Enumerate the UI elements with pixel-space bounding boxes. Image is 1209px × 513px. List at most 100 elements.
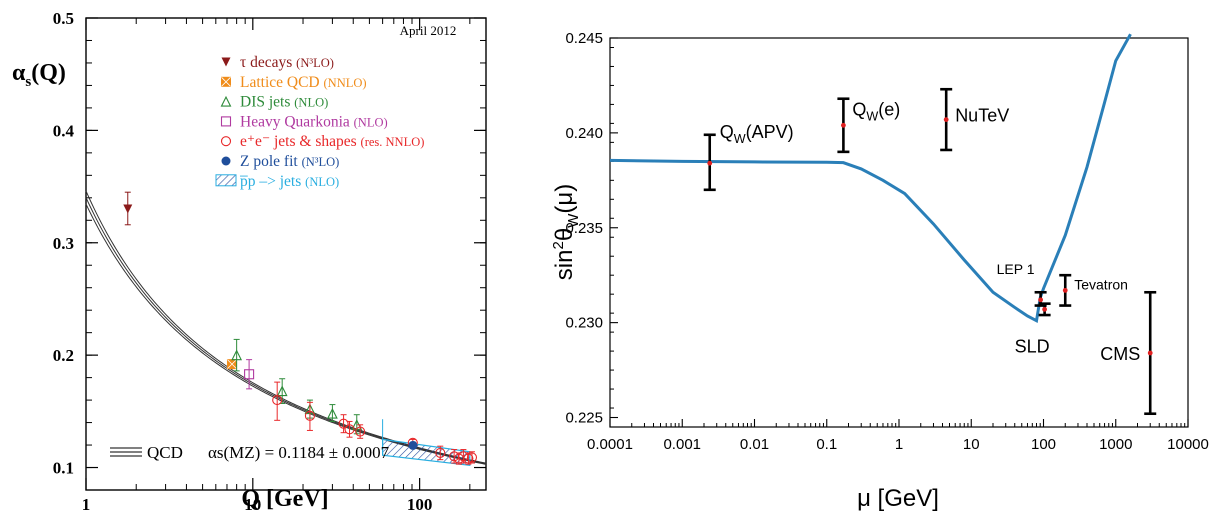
measurement-point [1147, 350, 1153, 356]
legend-label: Z pole fit (N³LO) [240, 153, 339, 170]
measurement: SLD [1015, 302, 1051, 356]
measurement: QW(APV) [703, 122, 794, 192]
quarkonia-marker [220, 116, 232, 127]
weinberg-frame [609, 37, 1189, 428]
legend-item: Heavy Quarkonia (NLO) [220, 113, 388, 130]
qcd-band-line [85, 203, 487, 465]
x-tick-label: 100 [1031, 436, 1056, 453]
weinberg-xlabel: μ [GeV] [857, 485, 939, 512]
tau-decay-marker [221, 57, 231, 67]
measurement-point [707, 160, 713, 166]
legend-label: τ decays (N³LO) [240, 54, 334, 71]
y-tick-label: 0.2 [53, 346, 74, 365]
alpha-s-xlabel: Q [GeV] [241, 486, 328, 512]
alpha-s-chart: April 2012 αs(Q) Q [GeV] 1 10 100 0.1 0.2 0.3… [12, 9, 487, 513]
date-annotation: April 2012 [400, 23, 457, 38]
measurement-label: QW(e) [852, 99, 900, 123]
legend-item: Lattice QCD (NNLO) [221, 74, 367, 91]
ee-jets-marker [304, 410, 315, 421]
ee-jets-marker [338, 418, 349, 429]
qcd-legend-formula: αs(MZ) = 0.1184 ± 0.0007 [208, 443, 390, 462]
measurement-label: QW(APV) [720, 122, 794, 146]
legend-hatch-swatch [215, 174, 237, 187]
measurement-label: SLD [1015, 336, 1050, 356]
qcd-band-line [85, 197, 487, 465]
alpha-s-frame [85, 17, 487, 491]
measurement-label: CMS [1100, 344, 1140, 364]
x-tick-label: 1 [895, 436, 903, 453]
legend-item: Z pole fit (N³LO) [221, 153, 339, 170]
x-tick-label: 10000 [1167, 436, 1209, 453]
legend-label: Lattice QCD (NNLO) [240, 74, 367, 91]
y-tick-label: 0.5 [53, 9, 74, 28]
qcd-legend: QCD αs(MZ) = 0.1184 ± 0.0007 [110, 443, 390, 462]
measurement-label: NuTeV [955, 106, 1009, 126]
x-tick-label: 10 [244, 495, 261, 513]
legend-suffix: (N³LO) [296, 56, 334, 70]
ee-jets-marker [220, 136, 232, 147]
ee-jets-marker [435, 447, 446, 458]
x-tick-label: 0.001 [663, 436, 701, 453]
x-tick-label: 1000 [1099, 436, 1132, 453]
measurement-label: Tevatron [1074, 276, 1128, 292]
legend-suffix: (NLO) [305, 175, 339, 189]
legend-label: Heavy Quarkonia (NLO) [240, 113, 388, 130]
measurement-point [840, 122, 846, 128]
label-rest: (APV) [746, 122, 794, 142]
legend-item: DIS jets (NLO) [220, 94, 328, 111]
measurement-point [1042, 306, 1048, 312]
legend-suffix: (NNLO) [324, 76, 367, 90]
label-subscript: W [866, 109, 878, 123]
x-tick-label: 0.01 [740, 436, 769, 453]
qcd-legend-label: QCD [147, 443, 183, 462]
y-tick-label: 0.3 [53, 234, 74, 253]
measurement: LEP 1 [997, 261, 1047, 307]
x-tick-label: 0.1 [816, 436, 837, 453]
dis-jets-marker [220, 95, 232, 107]
measurement-point [943, 117, 949, 122]
legend-label: p̅p –> jets (NLO) [240, 173, 339, 190]
dis-jets-marker [276, 385, 288, 397]
measurement-point [1038, 297, 1044, 303]
weinberg-angle-chart: sin2θW(μ) μ [GeV] 0.0001 0.001 0.01 0.1 1 10 1… [550, 30, 1209, 512]
legend-suffix: (N³LO) [302, 155, 340, 169]
z-pole-marker [221, 156, 231, 166]
dis-jets-marker [231, 349, 243, 361]
y-tick-label: 0.240 [565, 125, 603, 142]
measurement: NuTeV [940, 87, 1009, 152]
x-tick-label: 100 [407, 495, 433, 513]
ee-jets-marker [272, 395, 283, 406]
z-pole-marker [408, 440, 418, 450]
alpha-s-ylabel: αs(Q) [12, 60, 66, 90]
weinberg-ylabel: sin2θW(μ) [550, 184, 582, 280]
x-tick-label: 10 [963, 436, 980, 453]
measurement: Tevatron [1059, 273, 1128, 307]
legend-label: e⁺e⁻ jets & shapes (res. NNLO) [240, 133, 424, 150]
qcd-band-line [85, 190, 487, 464]
dis-jets-marker [327, 407, 338, 419]
lattice-marker-cross [221, 77, 231, 87]
legend-suffix: (NLO) [294, 96, 328, 110]
legend-label: DIS jets (NLO) [240, 94, 328, 111]
measurement: CMS [1100, 290, 1157, 416]
x-tick-label: 0.0001 [587, 436, 633, 453]
measurement: QW(e) [837, 97, 900, 154]
x-tick-label: 1 [82, 495, 91, 513]
ee-jets-marker [355, 426, 366, 437]
y-tick-label: 0.235 [565, 220, 603, 237]
legend-item: e⁺e⁻ jets & shapes (res. NNLO) [220, 133, 424, 150]
measurement-point [1062, 287, 1068, 293]
y-tick-label: 0.225 [565, 410, 603, 427]
y-tick-label: 0.1 [53, 459, 74, 478]
ee-jets-marker [344, 424, 355, 435]
legend-item: τ decays (N³LO) [221, 54, 334, 71]
y-tick-label: 0.230 [565, 315, 603, 332]
legend-item: p̅p –> jets (NLO) [215, 173, 339, 190]
label-subscript: W [734, 132, 746, 146]
y-tick-label: 0.4 [53, 121, 75, 140]
legend-suffix: (NLO) [354, 115, 388, 129]
legend-suffix: (res. NNLO) [361, 135, 425, 149]
tau-decay-marker [123, 204, 133, 214]
running-sin2-curve [609, 33, 1132, 324]
